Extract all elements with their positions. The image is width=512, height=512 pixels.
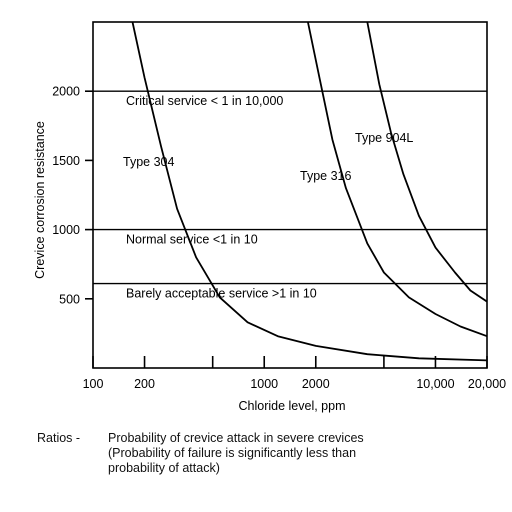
series-line bbox=[366, 22, 487, 303]
reference-line-label: Critical service < 1 in 10,000 bbox=[126, 94, 283, 108]
reference-line-label: Barely acceptable service >1 in 10 bbox=[126, 287, 317, 301]
y-tick-label: 2000 bbox=[52, 85, 80, 99]
x-tick-label: 2000 bbox=[302, 377, 330, 391]
series-label: Type 316 bbox=[300, 169, 351, 183]
chart: 100 200 1000 2000 10,000 20,000 500 1000 1500 20… bbox=[33, 21, 506, 413]
series-line bbox=[131, 22, 487, 362]
series-line bbox=[307, 22, 487, 338]
x-tick-label: 100 bbox=[83, 377, 104, 391]
plot-frame bbox=[92, 21, 488, 369]
y-tick-label: 1000 bbox=[52, 223, 80, 237]
ratios-note-line-3: probability of attack) bbox=[108, 461, 220, 475]
ratios-label: Ratios - bbox=[37, 431, 81, 445]
reference-line-label: Normal service <1 in 10 bbox=[126, 233, 258, 247]
x-tick-label: 1000 bbox=[250, 377, 278, 391]
ratios-note-line-2: (Probability of failure is significantly… bbox=[108, 446, 357, 460]
series-label: Type 304 bbox=[123, 155, 174, 169]
x-tick-label: 200 bbox=[134, 377, 155, 391]
x-tick-label: 10,000 bbox=[416, 377, 454, 391]
series-label: Type 904L bbox=[355, 131, 413, 145]
y-axis-title: Crevice corrosion resistance bbox=[33, 121, 47, 279]
y-tick-label: 1500 bbox=[52, 154, 80, 168]
ratios-note-line-1: Probability of crevice attack in severe … bbox=[108, 431, 364, 445]
x-tick-label: 20,000 bbox=[468, 377, 506, 391]
x-axis-title: Chloride level, ppm bbox=[239, 399, 346, 413]
y-tick-label: 500 bbox=[59, 292, 80, 306]
